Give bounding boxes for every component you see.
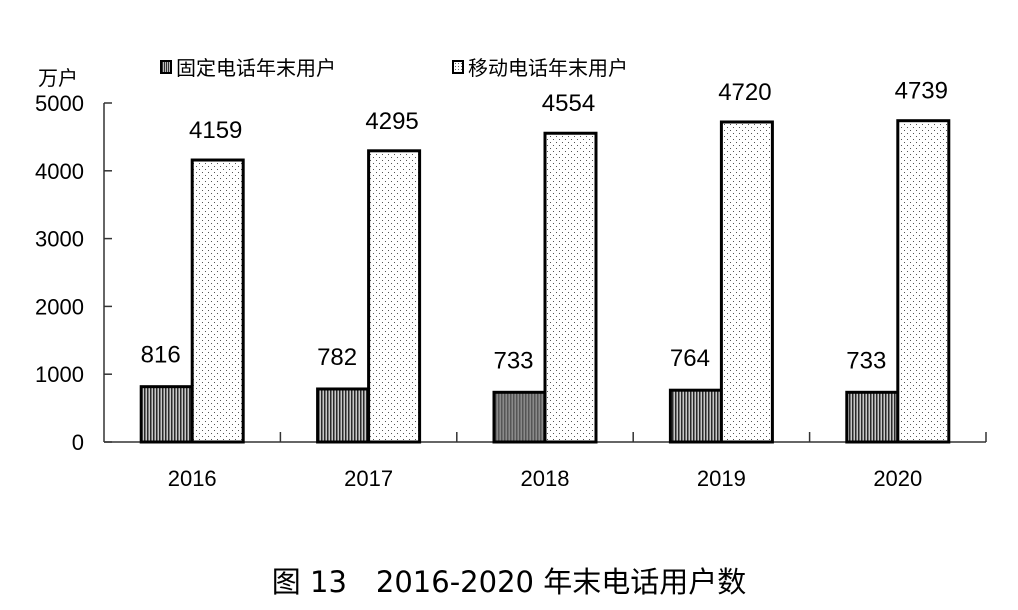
legend-item-mobile: 移动电话年末用户 xyxy=(452,52,628,81)
bar-mobile xyxy=(190,158,245,444)
bars xyxy=(139,119,951,444)
bar-fixed xyxy=(316,387,371,444)
data-label-mobile: 4159 xyxy=(189,117,242,144)
y-tick-label: 0 xyxy=(72,430,84,455)
data-label-fixed: 764 xyxy=(670,345,710,372)
bar-mobile xyxy=(896,119,951,444)
data-label-mobile: 4554 xyxy=(542,90,595,117)
y-axis-unit-label: 万户 xyxy=(38,66,78,90)
legend-label-fixed: 固定电话年末用户 xyxy=(176,56,336,80)
x-tick-label: 2019 xyxy=(697,466,746,491)
bar-fixed xyxy=(492,390,547,444)
data-label-fixed: 733 xyxy=(846,347,886,374)
data-label-fixed: 733 xyxy=(493,347,533,374)
bar-mobile xyxy=(543,131,598,444)
data-label-mobile: 4295 xyxy=(365,108,418,135)
data-label-mobile: 4739 xyxy=(895,78,948,105)
bar-fixed xyxy=(845,390,900,444)
y-tick-label: 1000 xyxy=(35,362,84,387)
y-tick-label: 5000 xyxy=(35,91,84,116)
y-tick-label: 2000 xyxy=(35,294,84,319)
y-tick-label: 4000 xyxy=(35,159,84,184)
legend-item-fixed: 固定电话年末用户 xyxy=(160,52,336,81)
x-tick-label: 2020 xyxy=(873,466,922,491)
chart-caption: 图 13 2016-2020 年末电话用户数 xyxy=(271,565,747,599)
data-labels: 816 4159 782 4295 733 4554 764 4720 733 4739 xyxy=(141,78,948,375)
x-tick-label: 2018 xyxy=(521,466,570,491)
bar-fixed xyxy=(668,388,723,444)
data-label-fixed: 816 xyxy=(141,342,181,369)
legend-swatch-mobile-icon xyxy=(452,59,464,74)
x-tick-label: 2016 xyxy=(168,466,217,491)
data-label-fixed: 782 xyxy=(317,344,357,371)
bar-mobile xyxy=(367,149,422,444)
data-label-mobile: 4720 xyxy=(718,79,771,106)
bar-mobile xyxy=(719,120,774,444)
legend-label-mobile: 移动电话年末用户 xyxy=(468,56,628,80)
legend-swatch-fixed-icon xyxy=(160,59,172,74)
x-tick-label: 2017 xyxy=(344,466,393,491)
y-tick-label: 3000 xyxy=(35,227,84,252)
bar-fixed xyxy=(139,385,194,444)
